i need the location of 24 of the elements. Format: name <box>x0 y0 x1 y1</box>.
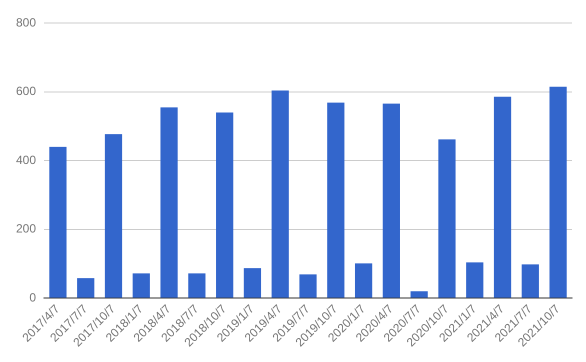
bar <box>549 86 567 298</box>
bar <box>160 107 178 298</box>
y-tick-label: 400 <box>16 152 36 167</box>
bar <box>522 264 539 298</box>
bar <box>494 96 512 298</box>
bar <box>104 134 122 298</box>
bar <box>272 90 289 298</box>
bar <box>244 268 262 298</box>
bar <box>132 273 150 298</box>
bar <box>188 273 206 298</box>
y-tick-label: 800 <box>16 16 36 30</box>
bar <box>327 102 344 298</box>
y-tick-label: 600 <box>16 84 36 98</box>
bar <box>299 274 317 298</box>
bar <box>354 263 372 298</box>
bar <box>438 139 456 298</box>
bar <box>49 146 67 298</box>
y-tick-label: 0 <box>29 290 36 304</box>
bar <box>466 262 484 298</box>
bar <box>77 278 94 298</box>
y-tick-label: 200 <box>16 222 36 236</box>
bar <box>216 112 234 298</box>
bar <box>382 104 400 298</box>
bar <box>410 291 428 298</box>
